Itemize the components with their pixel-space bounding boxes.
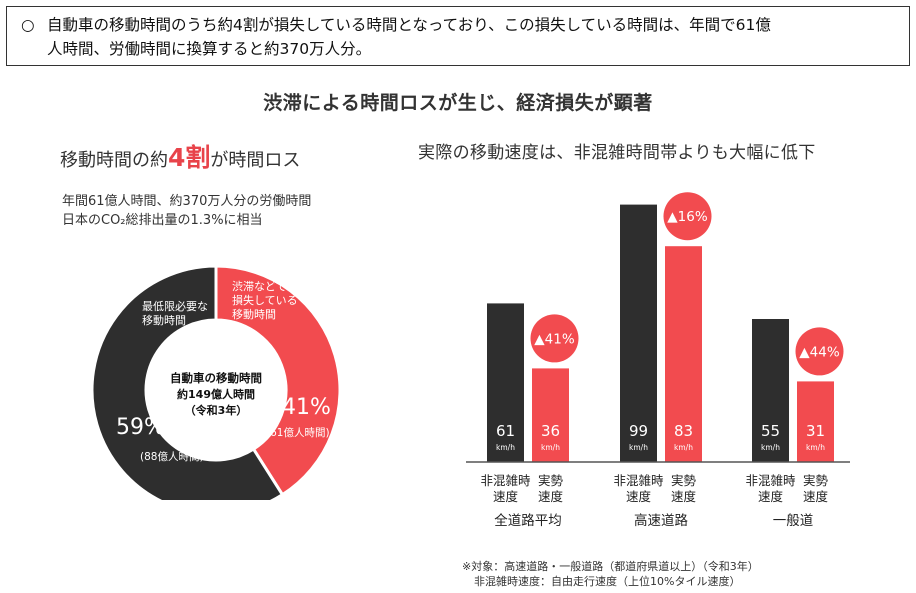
footnote-1: ※対象：高速道路・一般道路（都道府県道以上）（令和3年） xyxy=(462,560,759,573)
summary-text-2: 人時間、労働時間に換算すると約370万人分。 xyxy=(47,40,372,58)
bar-0-0 xyxy=(487,303,524,462)
series-axis-label: 速度 xyxy=(626,489,652,504)
speed-bar-chart: 61 km/h 36 km/h 99 km/h 83 km/h 55 km/h 31 km/h ▲41… xyxy=(466,192,850,529)
donut-center-line: 約149億人時間 xyxy=(177,387,255,401)
left-heading: 移動時間の約4割が時間ロス xyxy=(60,138,300,174)
summary-text-1: 自動車の移動時間のうち約4割が損失している時間となっており、この損失している時間… xyxy=(47,16,771,34)
bar-2-1 xyxy=(797,381,834,462)
axis-labels: 非混雑時速度実勢速度全道路平均非混雑時速度実勢速度高速道路非混雑時速度実勢速度一… xyxy=(480,473,828,529)
series-axis-label: 速度 xyxy=(758,489,784,504)
series-axis-label: 非混雑時 xyxy=(745,473,796,488)
bar-unit-label: km/h xyxy=(806,443,825,452)
donut-slice-0 xyxy=(214,264,342,497)
summary-line-1: ○ 自動車の移動時間のうち約4割が損失している時間となっており、この損失している時… xyxy=(21,13,897,37)
bar-unit-label: km/h xyxy=(496,443,515,452)
donut-chart: 渋滞などで損失している移動時間41%(61億人時間)最低限必要な移動時間59%(… xyxy=(90,264,342,500)
bar-value-label: 99 xyxy=(629,422,648,440)
reduction-badge-label: ▲16% xyxy=(667,209,708,225)
series-axis-label: 実勢 xyxy=(671,473,697,488)
slice-loss-label-line: 損失している xyxy=(232,293,298,307)
bar-0-1 xyxy=(532,368,569,462)
main-title: 渋滞による時間ロスが生じ、経済損失が顕著 xyxy=(263,92,653,114)
donut-labels: 渋滞などで損失している移動時間41%(61億人時間)最低限必要な移動時間59%(… xyxy=(116,280,331,463)
bar-1-0 xyxy=(620,204,657,462)
bar-value-label: 36 xyxy=(541,422,560,440)
bar-1-1 xyxy=(665,246,702,462)
slice-required-label-line: 移動時間 xyxy=(142,313,186,327)
donut-center-line: （令和3年） xyxy=(185,403,248,417)
left-heading-highlight: 4割 xyxy=(168,143,211,172)
series-axis-label: 速度 xyxy=(803,489,829,504)
slice-required-label-line: 最低限必要な xyxy=(142,300,208,313)
donut-slice-1 xyxy=(90,264,285,500)
bar-value-labels: 61 km/h 36 km/h 99 km/h 83 km/h 55 km/h 31 km/h xyxy=(496,422,825,452)
summary-box: ○ 自動車の移動時間のうち約4割が損失している時間となっており、この損失している時… xyxy=(6,6,910,66)
bar-value-label: 31 xyxy=(806,422,825,440)
footnote-2: 非混雑時速度：自由走行速度（上位10%タイル速度） xyxy=(474,575,741,588)
slice-required-percent: 59% xyxy=(116,415,165,440)
bar-unit-label: km/h xyxy=(629,443,648,452)
series-axis-label: 非混雑時 xyxy=(480,473,531,488)
bars xyxy=(487,204,834,462)
donut-slices xyxy=(90,264,342,500)
reduction-badge xyxy=(663,192,712,241)
slice-loss-label-line: 渋滞などで xyxy=(232,280,287,293)
slice-loss-percent: 41% xyxy=(282,395,331,420)
series-axis-label: 実勢 xyxy=(803,473,829,488)
series-axis-label: 速度 xyxy=(538,489,564,504)
series-axis-label: 速度 xyxy=(671,489,697,504)
category-label: 一般道 xyxy=(773,513,814,529)
bar-value-label: 83 xyxy=(674,422,693,440)
category-label: 高速道路 xyxy=(634,512,688,529)
bar-value-label: 55 xyxy=(761,422,780,440)
reduction-badge-label: ▲41% xyxy=(534,331,575,347)
bullet-circle-icon: ○ xyxy=(21,16,35,34)
left-heading-post: が時間ロス xyxy=(210,150,301,171)
bar-unit-label: km/h xyxy=(761,443,780,452)
series-axis-label: 非混雑時 xyxy=(613,473,664,488)
series-axis-label: 実勢 xyxy=(538,473,564,488)
right-heading: 実際の移動速度は、非混雑時間帯よりも大幅に低下 xyxy=(418,143,816,163)
left-note-1: 年間61億人時間、約370万人分の労働時間 xyxy=(62,194,312,209)
bar-unit-label: km/h xyxy=(674,443,693,452)
left-heading-pre: 移動時間の約 xyxy=(60,150,168,171)
donut-center-line: 自動車の移動時間 xyxy=(170,371,262,385)
reduction-badges: ▲41% ▲16% ▲44% xyxy=(530,192,844,376)
reduction-badge xyxy=(795,327,844,376)
slice-loss-label-line: 移動時間 xyxy=(232,307,276,321)
series-axis-label: 速度 xyxy=(493,489,519,504)
bar-2-0 xyxy=(752,319,789,462)
slice-required-sublabel: (88億人時間) xyxy=(140,450,204,463)
bar-unit-label: km/h xyxy=(541,443,560,452)
reduction-badge xyxy=(530,314,579,363)
category-label: 全道路平均 xyxy=(494,512,562,529)
left-note-2: 日本のCO₂総排出量の1.3%に相当 xyxy=(62,213,263,228)
reduction-badge-label: ▲44% xyxy=(799,344,840,360)
slice-loss-sublabel: (61億人時間) xyxy=(266,426,330,439)
bar-value-label: 61 xyxy=(496,422,515,440)
